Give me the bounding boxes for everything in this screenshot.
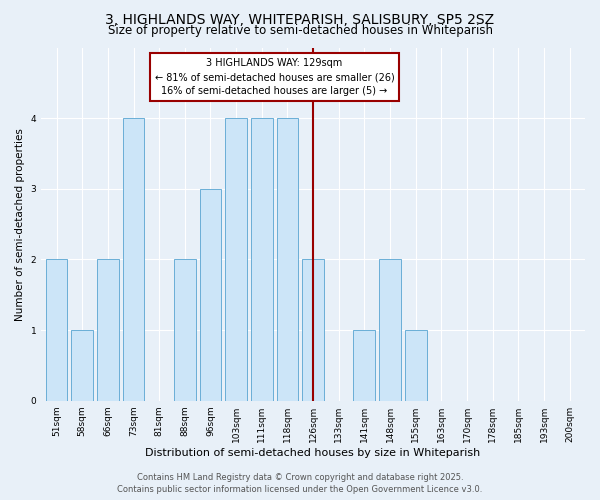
Bar (122, 118, 145, 401)
Bar (277, 118, 298, 401)
Bar (405, 330, 427, 400)
Bar (302, 260, 324, 400)
Bar (225, 118, 247, 401)
Text: 3 HIGHLANDS WAY: 129sqm
← 81% of semi-detached houses are smaller (26)
16% of se: 3 HIGHLANDS WAY: 129sqm ← 81% of semi-de… (155, 58, 394, 96)
Text: 3, HIGHLANDS WAY, WHITEPARISH, SALISBURY, SP5 2SZ: 3, HIGHLANDS WAY, WHITEPARISH, SALISBURY… (106, 12, 494, 26)
Bar (200, 189, 221, 400)
Bar (71, 330, 93, 400)
Bar (251, 118, 272, 401)
Y-axis label: Number of semi-detached properties: Number of semi-detached properties (15, 128, 25, 320)
Bar (353, 330, 375, 400)
Bar (174, 260, 196, 400)
Bar (379, 260, 401, 400)
Bar (46, 260, 67, 400)
Bar (97, 260, 119, 400)
Title: 3, HIGHLANDS WAY, WHITEPARISH, SALISBURY, SP5 2SZ
Size of property relative to s: 3, HIGHLANDS WAY, WHITEPARISH, SALISBURY… (0, 499, 1, 500)
Text: Size of property relative to semi-detached houses in Whiteparish: Size of property relative to semi-detach… (107, 24, 493, 37)
X-axis label: Distribution of semi-detached houses by size in Whiteparish: Distribution of semi-detached houses by … (145, 448, 481, 458)
Text: Contains HM Land Registry data © Crown copyright and database right 2025.
Contai: Contains HM Land Registry data © Crown c… (118, 472, 482, 494)
